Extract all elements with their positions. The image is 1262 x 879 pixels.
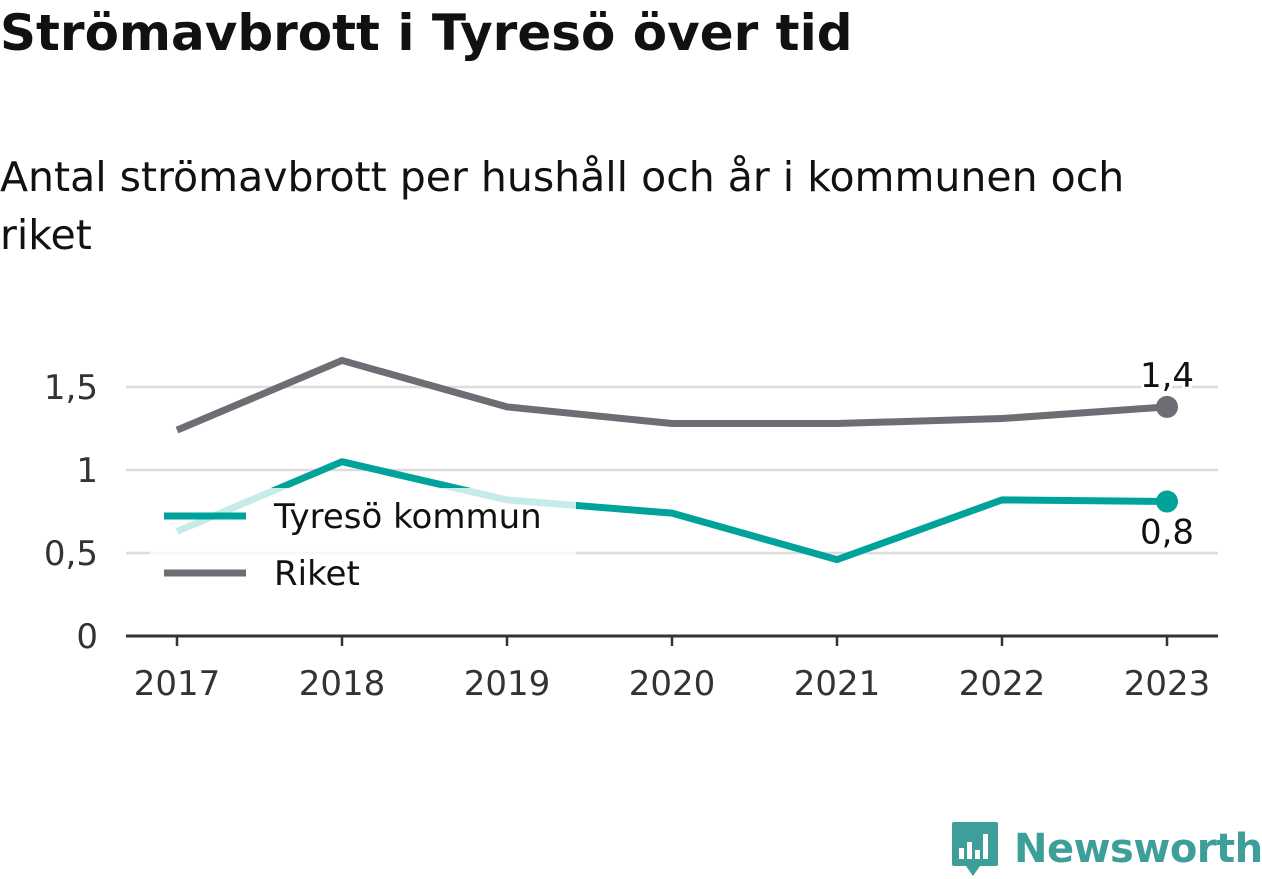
- x-tick-label: 2018: [299, 664, 386, 704]
- brand-name: Newsworthy: [1014, 826, 1262, 872]
- x-tick-label: 2022: [959, 664, 1046, 704]
- x-tick-label: 2021: [794, 664, 881, 704]
- x-tick-label: 2017: [134, 664, 221, 704]
- y-tick-label: 1: [76, 451, 98, 491]
- newsworthy-logo-icon: [952, 822, 998, 876]
- legend-label: Tyresö kommun: [273, 497, 542, 537]
- series-lines: [175, 356, 1178, 564]
- y-tick-label: 1,5: [44, 368, 98, 408]
- brand-logo: Newsworthy: [950, 820, 1262, 878]
- series-line: [175, 356, 1168, 434]
- series-end-point: [1156, 395, 1178, 418]
- y-tick-label: 0,5: [44, 534, 98, 574]
- chart-subtitle: Antal strömavbrott per hushåll och år i …: [0, 153, 1125, 259]
- legend: Tyresö kommun Riket: [150, 488, 576, 600]
- x-tick-label: 2020: [629, 664, 716, 704]
- x-tick-label: 2023: [1124, 664, 1211, 704]
- end-value-label: 0,8: [1140, 513, 1194, 553]
- legend-label: Riket: [274, 554, 360, 594]
- end-value-label: 1,4: [1140, 356, 1194, 396]
- y-axis-ticks: 0 0,5 1 1,5: [44, 368, 98, 657]
- end-labels: 0,8 1,4: [1137, 353, 1197, 556]
- chart-title: Strömavbrott i Tyresö över tid: [0, 4, 853, 62]
- series-line: [175, 458, 1168, 564]
- x-tick-label: 2019: [464, 664, 551, 704]
- y-tick-label: 0: [76, 617, 98, 657]
- series-end-point: [1156, 490, 1178, 513]
- x-axis-ticks: 2017 2018 2019 2020 2021 2022 2023: [134, 636, 1211, 704]
- legend-background: [150, 488, 576, 600]
